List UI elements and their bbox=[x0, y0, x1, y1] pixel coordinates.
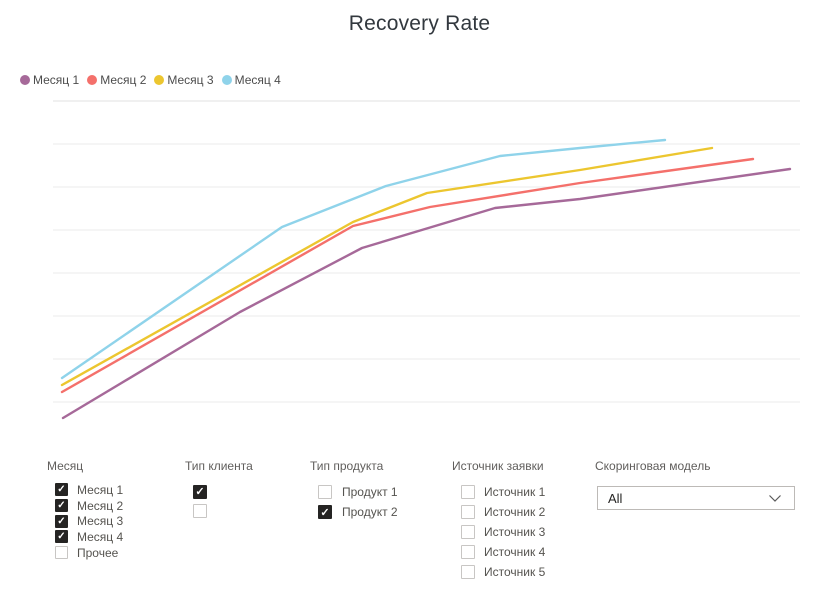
filter-group-application-source: Источник заявки Источник 1 Источник 2 Источ… bbox=[452, 459, 545, 582]
checkmark-icon: ✓ bbox=[57, 531, 66, 543]
legend-label: Месяц 1 bbox=[33, 73, 80, 87]
filter-checkbox-row[interactable]: Продукт 1 bbox=[310, 482, 398, 502]
legend-dot-icon bbox=[87, 75, 98, 85]
checkbox-label: Источник 1 bbox=[484, 485, 546, 499]
checkmark-icon: ✓ bbox=[320, 506, 330, 519]
filter-checkbox-row[interactable] bbox=[185, 502, 253, 522]
line-chart bbox=[53, 96, 800, 436]
checkbox-label: Месяц 2 bbox=[77, 498, 124, 513]
dropdown-selected-value: All bbox=[608, 490, 623, 506]
checkbox-checked[interactable]: ✓ bbox=[318, 505, 332, 519]
filter-checkbox-row[interactable]: Источник 1 bbox=[452, 482, 545, 502]
legend-label: Месяц 2 bbox=[100, 73, 147, 87]
legend-item[interactable]: Месяц 3 bbox=[154, 73, 214, 87]
checkbox-unchecked[interactable] bbox=[318, 485, 332, 499]
checkbox-label: Источник 4 bbox=[484, 545, 546, 559]
checkbox-label: Источник 5 bbox=[484, 565, 546, 579]
legend-dot-icon bbox=[154, 75, 165, 85]
filter-checkbox-row[interactable]: ✓ Месяц 2 bbox=[47, 498, 123, 514]
scoring-model-dropdown[interactable]: All bbox=[597, 486, 795, 510]
filter-checkbox-row[interactable]: ✓ Месяц 4 bbox=[47, 529, 123, 545]
checkbox-list: ✓ bbox=[185, 482, 253, 521]
chevron-down-icon bbox=[768, 494, 782, 503]
checkbox-unchecked[interactable] bbox=[461, 505, 475, 519]
checkbox-label: Источник 3 bbox=[484, 525, 546, 539]
legend-item[interactable]: Месяц 4 bbox=[221, 73, 281, 87]
filter-checkbox-row[interactable]: ✓ Месяц 1 bbox=[47, 482, 123, 498]
checkbox-list: Источник 1 Источник 2 Источник 3 Источник 4… bbox=[452, 482, 545, 582]
filter-checkbox-row[interactable]: Прочее bbox=[47, 545, 123, 561]
filter-group-title: Месяц bbox=[47, 459, 84, 473]
checkbox-list: ✓ Месяц 1 ✓ Месяц 2 ✓ Месяц 3 ✓ Месяц 4 Прочее bbox=[47, 482, 123, 560]
filter-group-title: Тип продукта bbox=[310, 459, 384, 473]
checkbox-unchecked[interactable] bbox=[461, 525, 475, 539]
legend-dot-icon bbox=[221, 75, 232, 85]
checkbox-checked[interactable]: ✓ bbox=[55, 483, 68, 497]
filter-group-scoring-model: Скоринговая модель All bbox=[595, 459, 795, 510]
series-line-4[interactable] bbox=[60, 138, 667, 380]
filter-checkbox-row[interactable]: ✓ Продукт 2 bbox=[310, 502, 398, 522]
checkbox-unchecked[interactable] bbox=[461, 565, 475, 579]
filter-group-month: Месяц ✓ Месяц 1 ✓ Месяц 2 ✓ Месяц 3 ✓ Месяц 4 Про… bbox=[47, 459, 123, 560]
checkmark-icon: ✓ bbox=[57, 484, 66, 496]
filter-checkbox-row[interactable]: ✓ Месяц 3 bbox=[47, 513, 123, 529]
legend-item[interactable]: Месяц 2 bbox=[87, 73, 146, 87]
series-line-3[interactable] bbox=[60, 146, 714, 387]
checkbox-checked[interactable]: ✓ bbox=[193, 484, 207, 499]
checkbox-checked[interactable]: ✓ bbox=[55, 514, 68, 528]
filter-group-title: Тип клиента bbox=[185, 459, 253, 473]
checkbox-label: Месяц 1 bbox=[77, 482, 124, 497]
checkbox-unchecked[interactable] bbox=[461, 485, 475, 499]
filter-group-client-type: Тип клиента ✓ bbox=[185, 459, 253, 521]
filter-checkbox-row[interactable]: ✓ bbox=[185, 482, 253, 502]
checkmark-icon: ✓ bbox=[57, 515, 66, 527]
filter-group-product-type: Тип продукта Продукт 1 ✓ Продукт 2 bbox=[310, 459, 398, 522]
checkbox-label: Прочее bbox=[77, 545, 119, 560]
filter-checkbox-row[interactable]: Источник 4 bbox=[452, 542, 545, 562]
filter-group-title: Источник заявки bbox=[452, 459, 544, 473]
legend-dot-icon bbox=[20, 75, 30, 85]
checkmark-icon: ✓ bbox=[57, 500, 66, 512]
checkbox-unchecked[interactable] bbox=[193, 504, 207, 519]
legend-label: Месяц 4 bbox=[234, 73, 281, 87]
series-line-2[interactable] bbox=[60, 157, 755, 394]
filter-checkbox-row[interactable]: Источник 5 bbox=[452, 562, 545, 582]
series-line-1[interactable] bbox=[61, 167, 792, 420]
checkbox-label: Продукт 1 bbox=[342, 485, 398, 499]
legend-label: Месяц 3 bbox=[167, 73, 214, 87]
filter-checkbox-row[interactable]: Источник 2 bbox=[452, 502, 545, 522]
checkbox-unchecked[interactable] bbox=[461, 545, 475, 559]
checkbox-list: Продукт 1 ✓ Продукт 2 bbox=[310, 482, 398, 522]
checkmark-icon: ✓ bbox=[195, 486, 205, 499]
checkbox-unchecked[interactable] bbox=[55, 546, 68, 560]
legend-item[interactable]: Месяц 1 bbox=[20, 73, 79, 87]
checkbox-label: Месяц 3 bbox=[77, 514, 124, 529]
chart-legend: Месяц 1 Месяц 2 Месяц 3 Месяц 4 bbox=[20, 73, 289, 87]
chart-title: Recovery Rate bbox=[348, 12, 491, 35]
checkbox-label: Месяц 4 bbox=[77, 529, 124, 544]
checkbox-checked[interactable]: ✓ bbox=[55, 530, 68, 544]
filter-checkbox-row[interactable]: Источник 3 bbox=[452, 522, 545, 542]
checkbox-checked[interactable]: ✓ bbox=[55, 499, 68, 513]
filter-group-title: Скоринговая модель bbox=[595, 459, 711, 473]
checkbox-label: Источник 2 bbox=[484, 505, 546, 519]
checkbox-label: Продукт 2 bbox=[342, 505, 398, 519]
